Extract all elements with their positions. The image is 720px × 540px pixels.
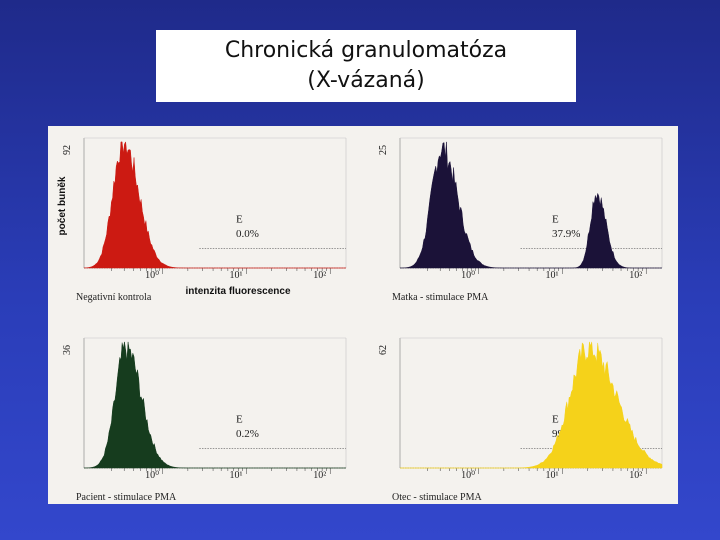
- gate-percent: 0.2%: [236, 428, 259, 440]
- panel-caption: Matka - stimulace PMA: [392, 292, 489, 303]
- title-line-2: (X-vázaná): [307, 68, 425, 93]
- histogram-bottom-right: [400, 341, 663, 469]
- x-tick-label: 10¹: [229, 270, 242, 281]
- flow-cytometry-figure: počet buněk intenzita fluorescence 10⁰ 10…: [48, 126, 678, 504]
- y-axis-label: počet buněk: [57, 176, 68, 235]
- gate-label: E: [236, 414, 243, 426]
- slide-title: Chronická granulomatóza (X-vázaná): [156, 30, 576, 102]
- x-tick-label: 10²: [313, 470, 326, 481]
- y-max-label: 92: [62, 145, 73, 155]
- y-max-label: 25: [378, 145, 389, 155]
- x-axis-label: intenzita fluorescence: [185, 286, 290, 297]
- histogram-top-right: [399, 141, 662, 269]
- x-tick-label: 10⁰: [461, 270, 475, 281]
- histogram-top-left: [83, 141, 346, 269]
- x-tick-label: 10⁰: [461, 470, 475, 481]
- x-tick-label: 10¹: [229, 470, 242, 481]
- panel-caption: Pacient - stimulace PMA: [76, 492, 177, 503]
- panel-top-left: 10⁰ 10¹ 10² 92 E 0.0% Negativní kontrola: [62, 137, 347, 303]
- panel-caption: Otec - stimulace PMA: [392, 492, 482, 503]
- x-tick-label: 10²: [313, 270, 326, 281]
- x-tick-label: 10²: [629, 270, 642, 281]
- histogram-panels: počet buněk intenzita fluorescence 10⁰ 10…: [57, 137, 663, 503]
- panel-top-right: 10⁰ 10¹ 10² 25 E 37.9% Matka - stimulace PMA: [378, 137, 663, 303]
- gate-label: E: [552, 414, 559, 426]
- panel-bottom-right: 10⁰10¹10²62E99.2%Otec - stimulace PMA: [378, 337, 663, 503]
- y-max-label: 36: [62, 345, 73, 355]
- histogram-bottom-left: [83, 341, 346, 469]
- x-tick-label: 10⁰: [145, 470, 159, 481]
- gate-percent: 0.0%: [236, 228, 259, 240]
- panel-caption: Negativní kontrola: [76, 292, 152, 303]
- x-tick-label: 10⁰: [145, 270, 159, 281]
- title-line-1: Chronická granulomatóza: [224, 38, 508, 63]
- gate-label: E: [552, 214, 559, 226]
- x-tick-label: 10¹: [545, 270, 558, 281]
- panel-bottom-left: 10⁰ 10¹ 10² 36 E 0.2% Pacient - stimulace PMA: [62, 337, 347, 503]
- x-tick-label: 10²: [629, 470, 642, 481]
- gate-label: E: [236, 214, 243, 226]
- x-tick-label: 10¹: [545, 470, 558, 481]
- y-max-label: 62: [378, 345, 389, 355]
- gate-percent: 37.9%: [552, 228, 580, 240]
